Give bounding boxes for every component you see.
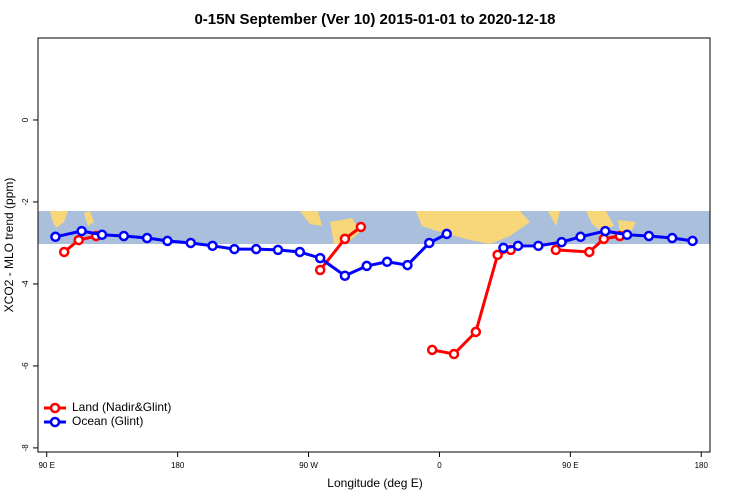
point xyxy=(621,229,633,241)
point xyxy=(76,225,87,237)
point xyxy=(424,237,435,249)
y-tick-label: -4 xyxy=(21,280,30,288)
point xyxy=(207,240,218,252)
point xyxy=(229,243,240,255)
point xyxy=(643,230,655,242)
point xyxy=(448,348,460,360)
point xyxy=(575,231,586,243)
x-tick-label: 90 E xyxy=(38,461,54,470)
y-axis-label: XCO2 - MLO trend (ppm) xyxy=(2,178,16,313)
legend-marker xyxy=(49,402,61,414)
y-tick-label: -2 xyxy=(21,198,30,206)
point xyxy=(73,234,84,246)
point xyxy=(96,229,108,241)
plot-frame xyxy=(37,37,711,453)
point xyxy=(50,231,61,243)
point xyxy=(339,270,351,281)
point xyxy=(687,235,698,247)
point xyxy=(470,326,482,338)
point xyxy=(185,237,196,249)
legend-label: Land (Nadir&Glint) xyxy=(72,400,171,414)
point xyxy=(361,260,372,272)
point xyxy=(294,246,306,258)
point xyxy=(355,221,367,233)
y-tick-label: 0 xyxy=(21,117,30,122)
point xyxy=(666,232,678,244)
x-tick-label: 180 xyxy=(695,461,709,470)
point xyxy=(498,242,509,254)
point xyxy=(381,256,393,268)
point xyxy=(512,240,524,252)
point xyxy=(339,233,351,245)
point xyxy=(550,244,562,256)
x-axis-label: Longitude (deg E) xyxy=(327,476,422,490)
legend-marker xyxy=(49,416,61,428)
point xyxy=(441,228,452,240)
point xyxy=(600,225,611,237)
point xyxy=(314,252,326,264)
x-tick-label: 0 xyxy=(437,461,442,470)
legend-label: Ocean (Glint) xyxy=(72,414,143,428)
point xyxy=(141,232,153,244)
point xyxy=(556,236,567,248)
y-tick-label: -8 xyxy=(21,444,30,452)
point xyxy=(584,246,595,258)
point xyxy=(250,243,262,255)
y-tick-label: -6 xyxy=(21,362,30,370)
point xyxy=(314,264,326,276)
chart-title: 0-15N September (Ver 10) 2015-01-01 to 2… xyxy=(194,11,555,28)
point xyxy=(426,344,438,356)
point xyxy=(533,240,544,252)
x-tick-label: 90 W xyxy=(299,461,318,470)
point xyxy=(118,230,130,242)
point xyxy=(162,235,173,247)
point xyxy=(492,249,503,261)
point xyxy=(402,259,413,271)
x-tick-label: 180 xyxy=(171,461,185,470)
x-tick-label: 90 E xyxy=(562,461,578,470)
point xyxy=(272,244,284,256)
point xyxy=(58,246,70,258)
